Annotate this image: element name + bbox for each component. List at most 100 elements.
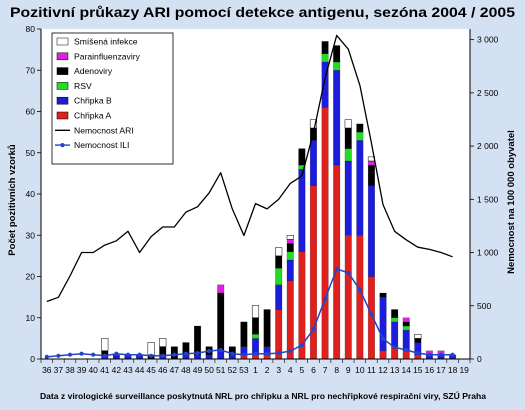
x-tick-label-41: 41 xyxy=(100,365,110,375)
point-nemocnost-ili-week-43 xyxy=(125,352,131,357)
bar-parainfluenzaviry-week-11 xyxy=(367,160,375,166)
x-tick-label-3: 3 xyxy=(276,365,281,375)
x-tick-label-13: 13 xyxy=(390,365,400,375)
x-tick-label-16: 16 xyxy=(425,365,435,375)
point-nemocnost-ili-week-51 xyxy=(218,347,223,353)
legend-swatch-parainfluenzaviry xyxy=(56,52,69,61)
bar-chripka-b-week-11 xyxy=(367,185,375,277)
y-tick-label-40: 40 xyxy=(26,189,36,199)
bar-smisena-infekce-week-9 xyxy=(344,119,352,129)
bar-rsv-week-1 xyxy=(251,334,260,339)
bar-adenoviry-week-11 xyxy=(367,164,375,187)
point-nemocnost-ili-week-1 xyxy=(253,351,258,356)
bar-smisena-infekce-week-15 xyxy=(414,334,422,339)
x-tick-label-52: 52 xyxy=(228,365,238,375)
legend-label-nemocnost-ari: Nemocnost ARI xyxy=(74,125,134,135)
x-tick-label-2: 2 xyxy=(265,365,270,375)
point-nemocnost-ili-week-6 xyxy=(311,327,316,332)
bar-smisena-infekce-week-46 xyxy=(159,338,167,347)
bar-adenoviry-week-10 xyxy=(356,123,364,133)
x-tick-label-18: 18 xyxy=(448,365,458,375)
point-nemocnost-ili-week-3 xyxy=(276,351,281,356)
bar-rsv-week-8 xyxy=(333,61,341,71)
bar-chripka-a-week-12 xyxy=(379,350,387,360)
y2-tick-label-2000: 2 000 xyxy=(477,141,499,151)
point-nemocnost-ili-week-36 xyxy=(44,354,49,359)
bar-adenoviry-week-2 xyxy=(263,309,271,347)
legend-label-parainfluenzaviry: Parainfluenzaviry xyxy=(74,51,141,61)
legend-swatch-chripka-a xyxy=(56,111,69,120)
x-tick-label-4: 4 xyxy=(288,365,293,375)
x-tick-label-9: 9 xyxy=(346,365,351,375)
bar-chripka-b-week-12 xyxy=(379,296,387,352)
y2-axis-title: Nemocnost na 100 000 obyvatel xyxy=(506,130,517,274)
x-tick-label-39: 39 xyxy=(77,365,87,375)
x-tick-label-15: 15 xyxy=(413,365,423,375)
point-nemocnost-ili-week-4 xyxy=(288,348,293,354)
x-tick-label-11: 11 xyxy=(367,365,376,375)
y-tick-label-20: 20 xyxy=(26,272,36,282)
bar-rsv-week-4 xyxy=(286,251,294,261)
bar-adenoviry-week-7 xyxy=(321,41,329,55)
point-nemocnost-ili-week-52 xyxy=(230,351,235,356)
bar-parainfluenzaviry-week-4 xyxy=(286,239,294,244)
bar-chripka-b-week-14 xyxy=(402,329,410,352)
bar-adenoviry-week-49 xyxy=(193,325,202,356)
point-nemocnost-ili-week-17 xyxy=(438,352,444,357)
bar-rsv-week-3 xyxy=(275,268,283,285)
legend: Smíšená infekce Parainfluenzaviry Adenovir… xyxy=(51,32,174,165)
y-tick-label-50: 50 xyxy=(26,148,36,158)
x-tick-label-48: 48 xyxy=(181,365,191,375)
legend-label-adenoviry: Adenoviry xyxy=(74,66,113,76)
x-tick-label-38: 38 xyxy=(65,365,75,375)
point-nemocnost-ili-week-38 xyxy=(67,352,73,357)
point-nemocnost-ili-week-46 xyxy=(160,353,165,358)
point-nemocnost-ili-week-53 xyxy=(241,352,246,357)
bar-chripka-a-week-4 xyxy=(286,280,294,360)
bar-smisena-infekce-week-6 xyxy=(309,119,318,129)
point-nemocnost-ili-week-18 xyxy=(450,352,455,357)
x-tick-label-1: 1 xyxy=(253,365,258,375)
bar-rsv-week-9 xyxy=(344,148,352,162)
point-nemocnost-ili-week-11 xyxy=(369,312,374,317)
bar-adenoviry-week-53 xyxy=(240,321,248,347)
bar-chripka-b-week-49 xyxy=(193,354,202,360)
point-nemocnost-ili-week-14 xyxy=(404,347,409,353)
bar-adenoviry-week-9 xyxy=(344,127,352,149)
point-nemocnost-ili-week-50 xyxy=(207,348,212,354)
point-nemocnost-ili-week-45 xyxy=(149,353,154,358)
bar-adenoviry-week-13 xyxy=(391,309,399,318)
x-tick-label-5: 5 xyxy=(300,365,305,375)
point-nemocnost-ili-week-48 xyxy=(183,351,188,356)
point-nemocnost-ili-week-7 xyxy=(323,296,328,301)
point-nemocnost-ili-week-9 xyxy=(346,270,351,275)
bar-chripka-b-week-5 xyxy=(298,169,306,252)
x-tick-label-45: 45 xyxy=(146,365,156,375)
x-tick-label-50: 50 xyxy=(204,365,214,375)
bar-smisena-infekce-week-1 xyxy=(251,305,260,319)
line-series xyxy=(44,34,455,359)
point-nemocnost-ili-week-5 xyxy=(299,343,304,348)
point-nemocnost-ili-week-12 xyxy=(380,336,386,341)
x-tick-label-8: 8 xyxy=(334,365,339,375)
bar-smisena-infekce-week-45 xyxy=(147,342,155,356)
x-tick-label-53: 53 xyxy=(239,365,249,375)
bar-chripka-b-week-13 xyxy=(391,321,399,347)
line-nemocnost-ari xyxy=(46,34,453,303)
point-nemocnost-ili-week-2 xyxy=(265,351,270,356)
point-nemocnost-ili-week-42 xyxy=(114,351,119,356)
bar-chripka-a-week-10 xyxy=(356,235,364,360)
bar-adenoviry-week-1 xyxy=(251,317,260,335)
x-tick-label-17: 17 xyxy=(436,365,446,375)
stacked-bars xyxy=(101,41,457,360)
point-nemocnost-ili-week-44 xyxy=(137,352,142,357)
x-tick-label-36: 36 xyxy=(42,365,52,375)
legend-label-smisena-infekce: Smíšená infekce xyxy=(74,37,138,47)
y-axis-title: Počet pozitivních vzorků xyxy=(7,144,18,256)
point-nemocnost-ili-week-47 xyxy=(172,352,177,357)
x-tick-label-42: 42 xyxy=(112,365,122,375)
y-tick-label-30: 30 xyxy=(26,230,36,240)
bar-smisena-infekce-week-4 xyxy=(286,235,294,240)
y2-tick-label-3000: 3 000 xyxy=(477,35,499,45)
bar-chripka-b-week-50 xyxy=(205,354,213,360)
